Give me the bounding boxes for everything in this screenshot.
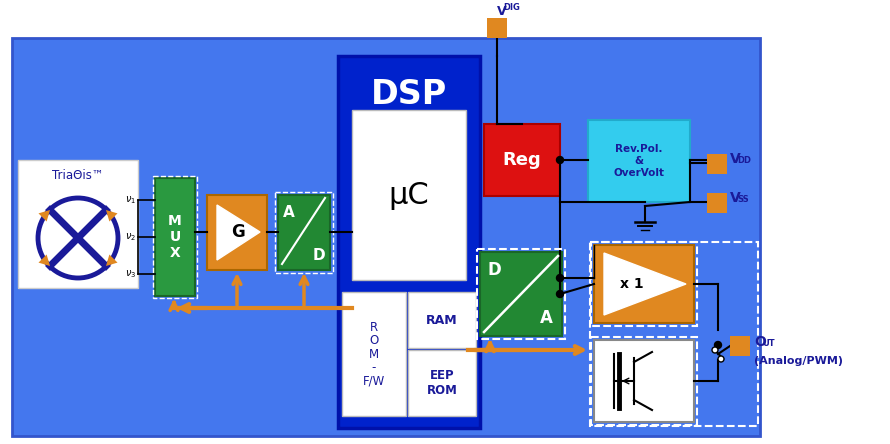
- Bar: [477, 249, 565, 339]
- Bar: [707, 154, 727, 174]
- Text: V: V: [497, 5, 506, 18]
- Bar: [352, 110, 466, 280]
- Bar: [588, 120, 690, 202]
- Text: D: D: [487, 261, 501, 279]
- Polygon shape: [106, 210, 117, 222]
- Bar: [484, 124, 560, 196]
- Bar: [275, 192, 333, 273]
- Text: DD: DD: [737, 156, 751, 165]
- Circle shape: [556, 156, 563, 163]
- Text: DIG: DIG: [503, 3, 520, 12]
- Bar: [591, 337, 697, 425]
- Polygon shape: [38, 254, 50, 266]
- Text: Reg: Reg: [503, 151, 541, 169]
- Text: (Analog/PWM): (Analog/PWM): [754, 356, 843, 366]
- Bar: [707, 193, 727, 213]
- Text: RAM: RAM: [426, 313, 457, 326]
- Text: μC: μC: [389, 181, 429, 210]
- Text: R
O
M
-
F/W: R O M - F/W: [363, 321, 385, 388]
- Polygon shape: [106, 254, 117, 266]
- Bar: [153, 176, 197, 298]
- Text: O: O: [754, 335, 766, 349]
- Bar: [18, 160, 138, 288]
- Bar: [408, 350, 476, 416]
- Text: A: A: [539, 309, 553, 327]
- Bar: [590, 242, 758, 426]
- Bar: [487, 18, 507, 38]
- Circle shape: [715, 341, 722, 349]
- Polygon shape: [217, 205, 260, 260]
- Bar: [591, 242, 697, 326]
- Text: V: V: [730, 152, 740, 166]
- Bar: [155, 178, 195, 296]
- Bar: [338, 56, 480, 428]
- Text: EEP
ROM: EEP ROM: [426, 369, 457, 397]
- Text: G: G: [231, 223, 245, 241]
- Bar: [278, 195, 330, 270]
- Circle shape: [556, 290, 563, 297]
- Text: A: A: [283, 205, 295, 219]
- Circle shape: [712, 347, 718, 353]
- Bar: [12, 38, 760, 436]
- Circle shape: [556, 274, 563, 281]
- Bar: [207, 195, 267, 270]
- Text: $\nu_2$: $\nu_2$: [125, 231, 136, 243]
- Bar: [730, 336, 750, 356]
- Bar: [480, 252, 562, 336]
- Bar: [408, 292, 476, 348]
- Polygon shape: [604, 253, 686, 315]
- Polygon shape: [38, 210, 50, 222]
- Text: $\nu_3$: $\nu_3$: [125, 268, 136, 280]
- Bar: [594, 340, 694, 422]
- Text: TriaΘis™: TriaΘis™: [53, 169, 104, 182]
- Text: Rev.Pol.
&
OverVolt: Rev.Pol. & OverVolt: [613, 143, 665, 178]
- Text: $\nu_1$: $\nu_1$: [125, 194, 136, 206]
- Text: UT: UT: [762, 339, 774, 348]
- Text: V: V: [730, 191, 740, 205]
- Bar: [342, 292, 406, 416]
- Text: DSP: DSP: [371, 79, 447, 111]
- Text: D: D: [312, 247, 326, 262]
- Text: M
U
X: M U X: [168, 214, 182, 260]
- Bar: [594, 245, 694, 323]
- Circle shape: [718, 356, 724, 362]
- Text: x 1: x 1: [620, 277, 643, 291]
- Text: SS: SS: [737, 195, 748, 204]
